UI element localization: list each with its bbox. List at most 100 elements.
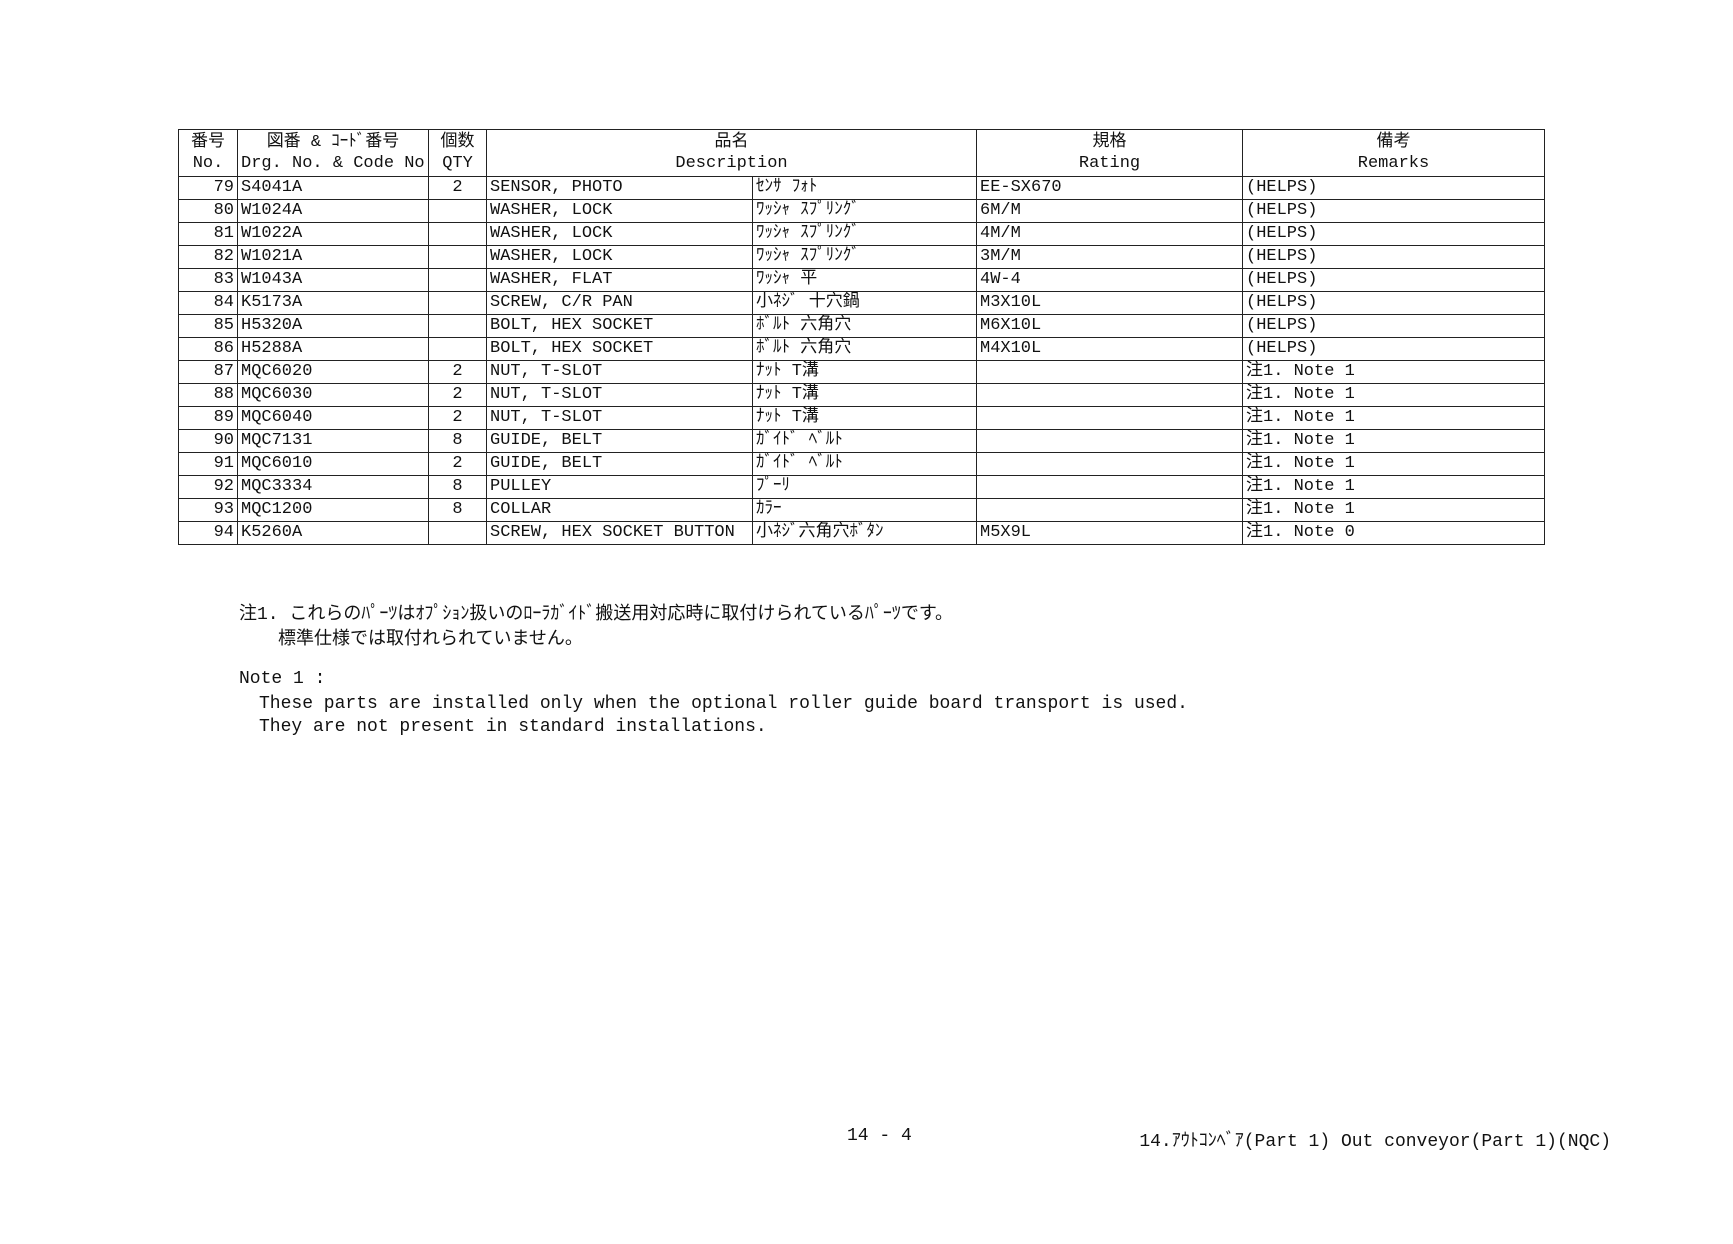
cell-desc-jp: 小ﾈｼﾞ 十穴鍋: [752, 291, 977, 315]
table-row: 90 MQC7131 8 GUIDE, BELT ｶﾞｲﾄﾞ ﾍﾞﾙﾄ 注1. Note …: [178, 429, 1545, 453]
cell-qty: [428, 268, 487, 292]
table-row: 86 H5288A BOLT, HEX SOCKET ﾎﾞﾙﾄ 六角穴 M4X10L (H…: [178, 337, 1545, 361]
parts-table: 番号 No. 図番 & ｺｰﾄﾞ番号 Drg. No. & Code No. 個数 QTY…: [178, 129, 1545, 545]
table-row: 92 MQC3334 8 PULLEY ﾌﾟｰﾘ 注1. Note 1: [178, 475, 1545, 499]
cell-qty: 8: [428, 498, 487, 522]
cell-no: 93: [178, 498, 238, 522]
cell-desc-en: COLLAR: [486, 498, 753, 522]
cell-no: 84: [178, 291, 238, 315]
cell-desc-en: WASHER, LOCK: [486, 245, 753, 269]
cell-qty: [428, 521, 487, 545]
cell-rating: 3M/M: [976, 245, 1243, 269]
table-row: 88 MQC6030 2 NUT, T-SLOT ﾅｯﾄ T溝 注1. Note 1: [178, 383, 1545, 407]
cell-no: 92: [178, 475, 238, 499]
cell-rating: 4M/M: [976, 222, 1243, 246]
cell-qty: [428, 199, 487, 223]
cell-desc-jp: ﾎﾞﾙﾄ 六角穴: [752, 337, 977, 361]
table-row: 94 K5260A SCREW, HEX SOCKET BUTTON 小ﾈｼﾞ六角穴ﾎ…: [178, 521, 1545, 545]
cell-desc-jp: ﾜｯｼｬ ｽﾌﾟﾘﾝｸﾞ: [752, 222, 977, 246]
cell-remarks: (HELPS): [1242, 222, 1545, 246]
cell-qty: 2: [428, 406, 487, 430]
cell-no: 90: [178, 429, 238, 453]
cell-desc-en: NUT, T-SLOT: [486, 406, 753, 430]
cell-remarks: (HELPS): [1242, 337, 1545, 361]
cell-remarks: (HELPS): [1242, 245, 1545, 269]
cell-no: 91: [178, 452, 238, 476]
table-row: 81 W1022A WASHER, LOCK ﾜｯｼｬ ｽﾌﾟﾘﾝｸﾞ 4M/M (HEL…: [178, 222, 1545, 246]
cell-code: MQC6010: [237, 452, 429, 476]
cell-remarks: 注1. Note 1: [1242, 498, 1545, 522]
cell-no: 79: [178, 176, 238, 200]
cell-remarks: 注1. Note 1: [1242, 452, 1545, 476]
cell-desc-jp: ﾅｯﾄ T溝: [752, 360, 977, 384]
cell-no: 94: [178, 521, 238, 545]
cell-qty: 2: [428, 383, 487, 407]
cell-desc-jp: ﾌﾟｰﾘ: [752, 475, 977, 499]
header-cell: 備考 Remarks: [1242, 129, 1545, 177]
header-jp: 図番 & ｺｰﾄﾞ番号: [266, 133, 400, 152]
cell-qty: [428, 222, 487, 246]
header-jp: 規格: [1092, 133, 1127, 152]
cell-desc-en: BOLT, HEX SOCKET: [486, 337, 753, 361]
table-row: 82 W1021A WASHER, LOCK ﾜｯｼｬ ｽﾌﾟﾘﾝｸﾞ 3M/M (HEL…: [178, 245, 1545, 269]
header-en: Drg. No. & Code No.: [241, 154, 429, 173]
cell-remarks: 注1. Note 0: [1242, 521, 1545, 545]
cell-remarks: (HELPS): [1242, 176, 1545, 200]
cell-no: 89: [178, 406, 238, 430]
cell-rating: M5X9L: [976, 521, 1243, 545]
cell-remarks: 注1. Note 1: [1242, 360, 1545, 384]
cell-rating: 6M/M: [976, 199, 1243, 223]
cell-desc-en: WASHER, LOCK: [486, 199, 753, 223]
cell-qty: 8: [428, 475, 487, 499]
cell-no: 82: [178, 245, 238, 269]
cell-code: W1024A: [237, 199, 429, 223]
cell-no: 88: [178, 383, 238, 407]
cell-code: H5288A: [237, 337, 429, 361]
header-en: QTY: [442, 154, 473, 173]
cell-remarks: (HELPS): [1242, 268, 1545, 292]
cell-desc-jp: ﾜｯｼｬ ｽﾌﾟﾘﾝｸﾞ: [752, 199, 977, 223]
header-cell: 規格 Rating: [976, 129, 1243, 177]
section-title: 14.ｱｳﾄｺﾝﾍﾞｱ(Part 1) Out conveyor(Part 1)…: [1139, 1132, 1611, 1152]
cell-desc-en: GUIDE, BELT: [486, 452, 753, 476]
table-row: 80 W1024A WASHER, LOCK ﾜｯｼｬ ｽﾌﾟﾘﾝｸﾞ 6M/M (HEL…: [178, 199, 1545, 223]
cell-desc-en: WASHER, FLAT: [486, 268, 753, 292]
note-en-title: Note 1 :: [239, 669, 326, 689]
table-header: 番号 No. 図番 & ｺｰﾄﾞ番号 Drg. No. & Code No. 個数 QTY…: [178, 129, 1545, 177]
cell-desc-jp: ｶﾗｰ: [752, 498, 977, 522]
cell-rating: M6X10L: [976, 314, 1243, 338]
cell-code: MQC6030: [237, 383, 429, 407]
header-cell: 個数 QTY: [428, 129, 487, 177]
cell-desc-jp: ﾜｯｼｬ 平: [752, 268, 977, 292]
cell-desc-jp: ｾﾝｻ ﾌｫﾄ: [752, 176, 977, 200]
cell-rating: M3X10L: [976, 291, 1243, 315]
table-body: 79 S4041A 2 SENSOR, PHOTO ｾﾝｻ ﾌｫﾄ EE-SX670 (HE…: [178, 176, 1545, 545]
cell-no: 80: [178, 199, 238, 223]
cell-remarks: 注1. Note 1: [1242, 475, 1545, 499]
table-row: 83 W1043A WASHER, FLAT ﾜｯｼｬ 平 4W-4 (HELPS): [178, 268, 1545, 292]
cell-qty: 2: [428, 176, 487, 200]
cell-code: MQC6020: [237, 360, 429, 384]
cell-no: 85: [178, 314, 238, 338]
note-jp-1: 注1. これらのﾊﾟｰﾂはｵﾌﾟｼｮﾝ扱いのﾛｰﾗｶﾞｲﾄﾞ搬送用対応時に取付け…: [239, 605, 954, 625]
table-row: 85 H5320A BOLT, HEX SOCKET ﾎﾞﾙﾄ 六角穴 M6X10L (H…: [178, 314, 1545, 338]
cell-qty: 2: [428, 360, 487, 384]
cell-rating: [976, 498, 1243, 522]
cell-code: W1022A: [237, 222, 429, 246]
table-row: 87 MQC6020 2 NUT, T-SLOT ﾅｯﾄ T溝 注1. Note 1: [178, 360, 1545, 384]
cell-qty: [428, 291, 487, 315]
cell-code: MQC3334: [237, 475, 429, 499]
cell-code: MQC6040: [237, 406, 429, 430]
cell-remarks: (HELPS): [1242, 314, 1545, 338]
cell-code: MQC1200: [237, 498, 429, 522]
cell-code: K5173A: [237, 291, 429, 315]
cell-no: 81: [178, 222, 238, 246]
cell-desc-jp: ﾜｯｼｬ ｽﾌﾟﾘﾝｸﾞ: [752, 245, 977, 269]
cell-desc-en: NUT, T-SLOT: [486, 383, 753, 407]
table-row: 91 MQC6010 2 GUIDE, BELT ｶﾞｲﾄﾞ ﾍﾞﾙﾄ 注1. Note …: [178, 452, 1545, 476]
header-en: Remarks: [1357, 154, 1430, 173]
cell-rating: EE-SX670: [976, 176, 1243, 200]
cell-qty: 2: [428, 452, 487, 476]
cell-desc-jp: ﾅｯﾄ T溝: [752, 383, 977, 407]
table-row: 79 S4041A 2 SENSOR, PHOTO ｾﾝｻ ﾌｫﾄ EE-SX670 (HE…: [178, 176, 1545, 200]
